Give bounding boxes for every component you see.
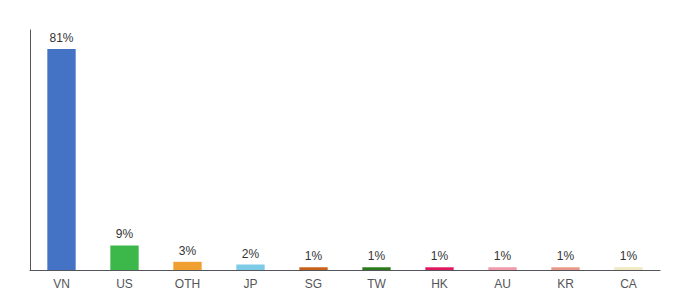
svg-text:2%: 2% [242, 247, 260, 261]
svg-text:1%: 1% [431, 249, 449, 263]
svg-text:3%: 3% [179, 244, 197, 258]
svg-text:TW: TW [367, 277, 386, 291]
svg-text:9%: 9% [116, 227, 134, 241]
svg-text:CA: CA [620, 277, 637, 291]
svg-text:1%: 1% [620, 249, 638, 263]
svg-text:HK: HK [431, 277, 448, 291]
svg-text:81%: 81% [49, 31, 73, 45]
svg-text:1%: 1% [557, 249, 575, 263]
svg-text:VN: VN [53, 277, 70, 291]
svg-text:US: US [116, 277, 133, 291]
svg-text:1%: 1% [494, 249, 512, 263]
svg-text:SG: SG [305, 277, 322, 291]
svg-text:1%: 1% [305, 249, 323, 263]
svg-text:JP: JP [243, 277, 257, 291]
svg-text:1%: 1% [368, 249, 386, 263]
svg-text:KR: KR [557, 277, 574, 291]
svg-text:OTH: OTH [175, 277, 200, 291]
svg-text:AU: AU [494, 277, 511, 291]
